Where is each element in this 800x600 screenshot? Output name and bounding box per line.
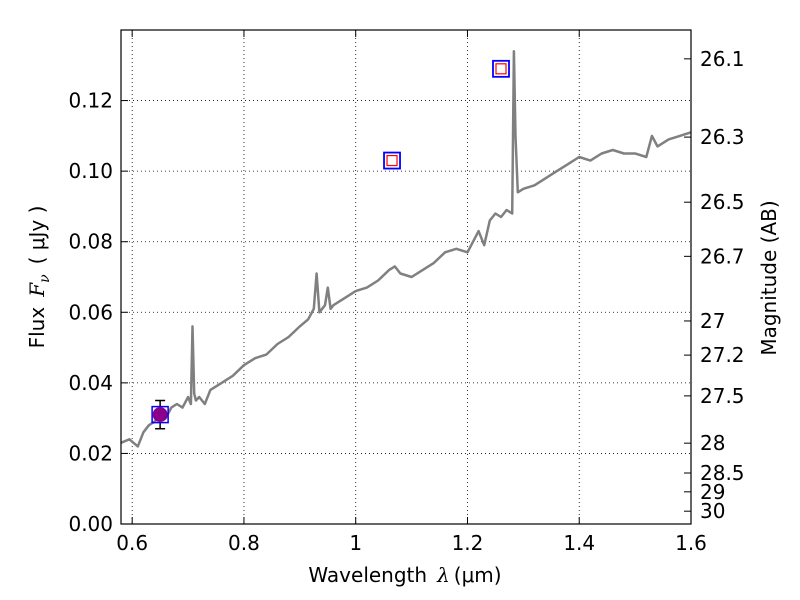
- y2-tick-label: 26.7: [700, 244, 745, 268]
- x-tick-label: 1: [349, 531, 362, 555]
- spectrum-line: [120, 49, 692, 448]
- model-point-inner: [495, 63, 507, 75]
- y-tick-label: 0.04: [68, 371, 113, 395]
- y-tick-label: 0.12: [68, 89, 113, 113]
- y2-tick-label: 28.5: [700, 461, 745, 485]
- y2-tick-label: 26.5: [700, 190, 745, 214]
- y2-tick-label: 28: [700, 431, 725, 455]
- y-tick-label: 0.00: [68, 512, 113, 536]
- x-tick-label: 0.6: [116, 531, 148, 555]
- photometry-points: [151, 59, 510, 430]
- y2-tick-label: 29: [700, 480, 725, 504]
- y-tick-label: 0.08: [68, 230, 113, 254]
- observed-point: [152, 407, 168, 423]
- y-axis-label: FluxFν( μJy ): [25, 206, 53, 349]
- y2-tick-label: 27.5: [700, 384, 745, 408]
- y2-tick-label: 30: [700, 499, 725, 523]
- y2-axis-label: Magnitude (AB): [757, 200, 781, 355]
- model-point-outer: [492, 59, 510, 78]
- x-tick-label: 1.2: [452, 531, 484, 555]
- x-tick-label: 1.4: [563, 531, 595, 555]
- axis-ticks: 0.6 0.8 1 1.2 1.4 1.6 0.00 0.02 0.04 0.06 0.08 0.10…: [68, 30, 745, 555]
- y2-tick-label: 27: [700, 309, 725, 333]
- observed-point-box: [151, 405, 169, 424]
- x-tick-label: 1.6: [675, 531, 707, 555]
- model-point-inner: [386, 154, 398, 167]
- y-tick-label: 0.10: [68, 159, 113, 183]
- x-axis-label: Wavelength λ (μm): [308, 563, 501, 587]
- grid-lines: [121, 30, 692, 525]
- y2-tick-label: 26.1: [700, 47, 745, 71]
- x-tick-label: 0.8: [228, 531, 260, 555]
- y-tick-label: 0.06: [68, 300, 113, 324]
- y-tick-label: 0.02: [68, 441, 113, 465]
- y2-tick-label: 26.3: [700, 125, 745, 149]
- model-point-outer: [383, 151, 401, 170]
- y2-tick-label: 27.2: [700, 343, 745, 367]
- plot-frame: [120, 29, 692, 525]
- spectrum-series: [120, 49, 692, 448]
